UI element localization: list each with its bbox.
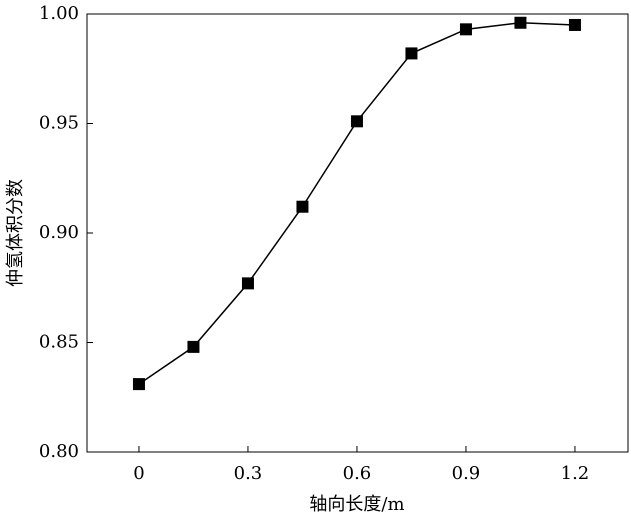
marker <box>132 378 145 391</box>
x-tick-label: 0 <box>133 463 144 484</box>
y-tick-label: 0.80 <box>39 441 79 462</box>
marker <box>296 200 309 213</box>
marker <box>187 340 200 353</box>
marker <box>241 277 254 290</box>
x-tick-label: 1.2 <box>561 463 590 484</box>
x-tick-label: 0.6 <box>343 463 372 484</box>
plot-frame <box>86 13 629 453</box>
marker <box>350 115 363 128</box>
x-tick-label: 0.9 <box>452 463 481 484</box>
series-line <box>138 22 575 385</box>
y-tick-label: 1.00 <box>39 3 79 24</box>
x-tick-label: 0.3 <box>234 463 263 484</box>
y-axis-label: 仲氢体积分数 <box>5 179 26 287</box>
marker <box>459 23 472 36</box>
x-axis-label: 轴向长度/m <box>309 494 404 515</box>
y-tick-label: 0.90 <box>39 222 79 243</box>
marker <box>514 16 527 29</box>
marker <box>405 47 418 60</box>
y-tick-label: 0.95 <box>39 113 79 134</box>
y-tick-label: 0.85 <box>39 332 79 353</box>
marker <box>568 18 581 31</box>
